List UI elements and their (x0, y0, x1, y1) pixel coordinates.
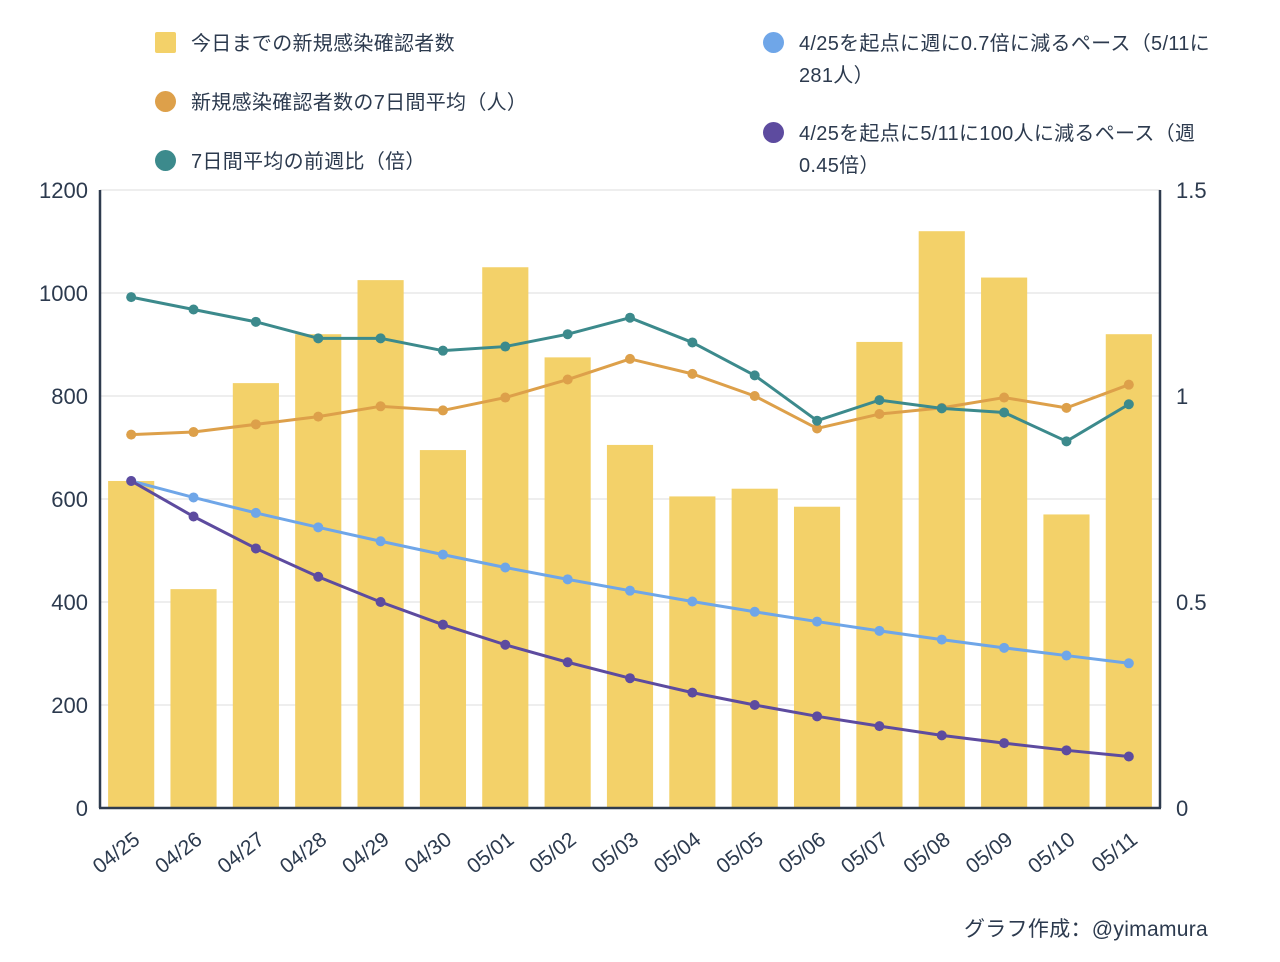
svg-text:05/01: 05/01 (463, 828, 519, 878)
svg-text:1: 1 (1176, 384, 1188, 409)
legend-label-pace-100: 4/25を起点に5/11に100人に減るペース（週0.45倍） (799, 123, 1196, 177)
avg-dot-icon (155, 91, 176, 112)
svg-text:05/02: 05/02 (525, 828, 581, 878)
pace100-dot-icon (763, 122, 784, 143)
svg-text:05/04: 05/04 (650, 828, 706, 879)
ratio-dot-icon (155, 150, 176, 171)
svg-text:05/06: 05/06 (775, 828, 831, 878)
legend-label-week-ratio: 7日間平均の前週比（倍） (191, 151, 426, 173)
svg-text:04/25: 04/25 (89, 828, 145, 878)
svg-text:0.5: 0.5 (1176, 590, 1207, 615)
svg-text:600: 600 (51, 487, 88, 512)
svg-text:05/11: 05/11 (1088, 828, 1142, 878)
svg-text:05/03: 05/03 (587, 828, 643, 878)
svg-text:400: 400 (51, 590, 88, 615)
legend-label-daily-cases: 今日までの新規感染確認者数 (191, 33, 455, 55)
legend-item-week-ratio: 7日間平均の前週比（倍） (155, 146, 527, 178)
legend-item-daily-cases: 今日までの新規感染確認者数 (155, 28, 527, 60)
svg-text:1000: 1000 (39, 281, 88, 306)
legend-right-column: 4/25を起点に週に0.7倍に減るペース（5/11に281人） 4/25を起点に… (763, 28, 1215, 182)
svg-text:05/10: 05/10 (1024, 828, 1080, 878)
svg-text:04/27: 04/27 (213, 828, 269, 878)
svg-text:0: 0 (1176, 796, 1188, 821)
svg-text:04/30: 04/30 (400, 828, 456, 878)
legend-item-pace-0-7: 4/25を起点に週に0.7倍に減るペース（5/11に281人） (763, 28, 1215, 92)
legend-label-pace-0-7: 4/25を起点に週に0.7倍に減るペース（5/11に281人） (799, 33, 1210, 87)
svg-text:05/09: 05/09 (962, 828, 1018, 878)
svg-text:05/07: 05/07 (837, 828, 893, 878)
legend-item-7day-average: 新規感染確認者数の7日間平均（人） (155, 87, 527, 119)
svg-text:0: 0 (76, 796, 88, 821)
svg-text:200: 200 (51, 693, 88, 718)
svg-text:05/08: 05/08 (899, 828, 955, 878)
credit-text: グラフ作成：@yimamura (964, 918, 1208, 941)
svg-text:1.5: 1.5 (1176, 178, 1207, 203)
svg-text:04/28: 04/28 (276, 828, 332, 878)
svg-text:05/05: 05/05 (712, 828, 768, 878)
pace07-dot-icon (763, 32, 784, 53)
legend-left-column: 今日までの新規感染確認者数 新規感染確認者数の7日間平均（人） 7日間平均の前週… (155, 28, 527, 178)
legend-item-pace-100: 4/25を起点に5/11に100人に減るペース（週0.45倍） (763, 118, 1215, 182)
legend-label-7day-average: 新規感染確認者数の7日間平均（人） (191, 92, 528, 114)
svg-text:04/29: 04/29 (338, 828, 394, 878)
svg-text:800: 800 (51, 384, 88, 409)
svg-text:1200: 1200 (39, 178, 88, 203)
svg-text:04/26: 04/26 (151, 828, 207, 878)
bar-swatch-icon (155, 32, 176, 53)
